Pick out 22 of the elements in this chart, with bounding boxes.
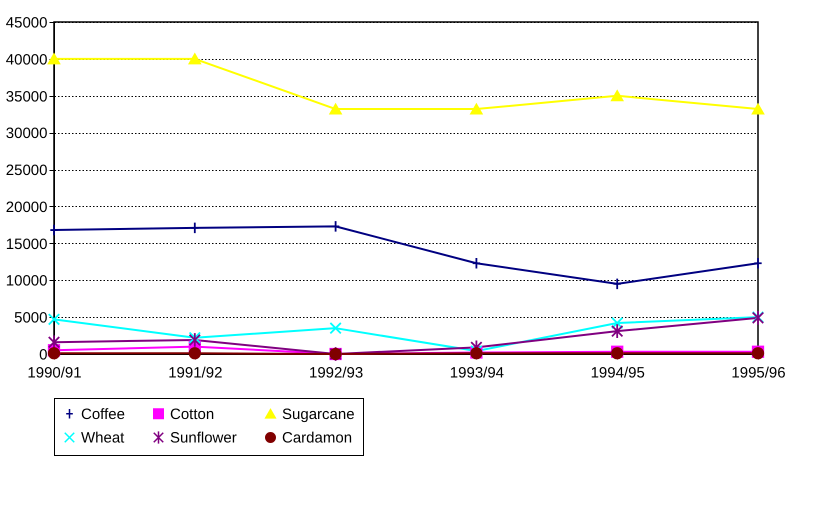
legend-label: Cotton bbox=[170, 406, 214, 423]
y-tick-label: 45000 bbox=[6, 14, 48, 32]
y-tick-label: 30000 bbox=[6, 125, 48, 142]
x-tick-label: 1993/94 bbox=[450, 364, 504, 382]
y-tick-label: 5000 bbox=[14, 310, 48, 327]
legend-label: Wheat bbox=[81, 430, 126, 446]
x-tick-label: 1990/91 bbox=[27, 364, 82, 382]
legend-label: Sunflower bbox=[170, 430, 237, 446]
y-tick-label: 35000 bbox=[6, 88, 48, 106]
legend-label: Cardamon bbox=[282, 430, 352, 446]
x-tick-label: 1992/93 bbox=[308, 364, 364, 382]
y-tick-label: 0 bbox=[39, 346, 48, 364]
y-tick-label: 40000 bbox=[6, 51, 48, 68]
x-tick-label: 1994/95 bbox=[590, 364, 645, 382]
y-tick-label: 15000 bbox=[6, 236, 48, 253]
legend-label: Sugarcane bbox=[282, 406, 355, 423]
y-tick-label: 25000 bbox=[6, 162, 48, 180]
y-tick-label: 10000 bbox=[6, 272, 48, 290]
x-tick-label: 1991/92 bbox=[168, 364, 222, 382]
x-tick-label: 1995/96 bbox=[731, 364, 786, 382]
y-tick-label: 20000 bbox=[6, 198, 48, 216]
legend-label: Coffee bbox=[81, 406, 125, 423]
